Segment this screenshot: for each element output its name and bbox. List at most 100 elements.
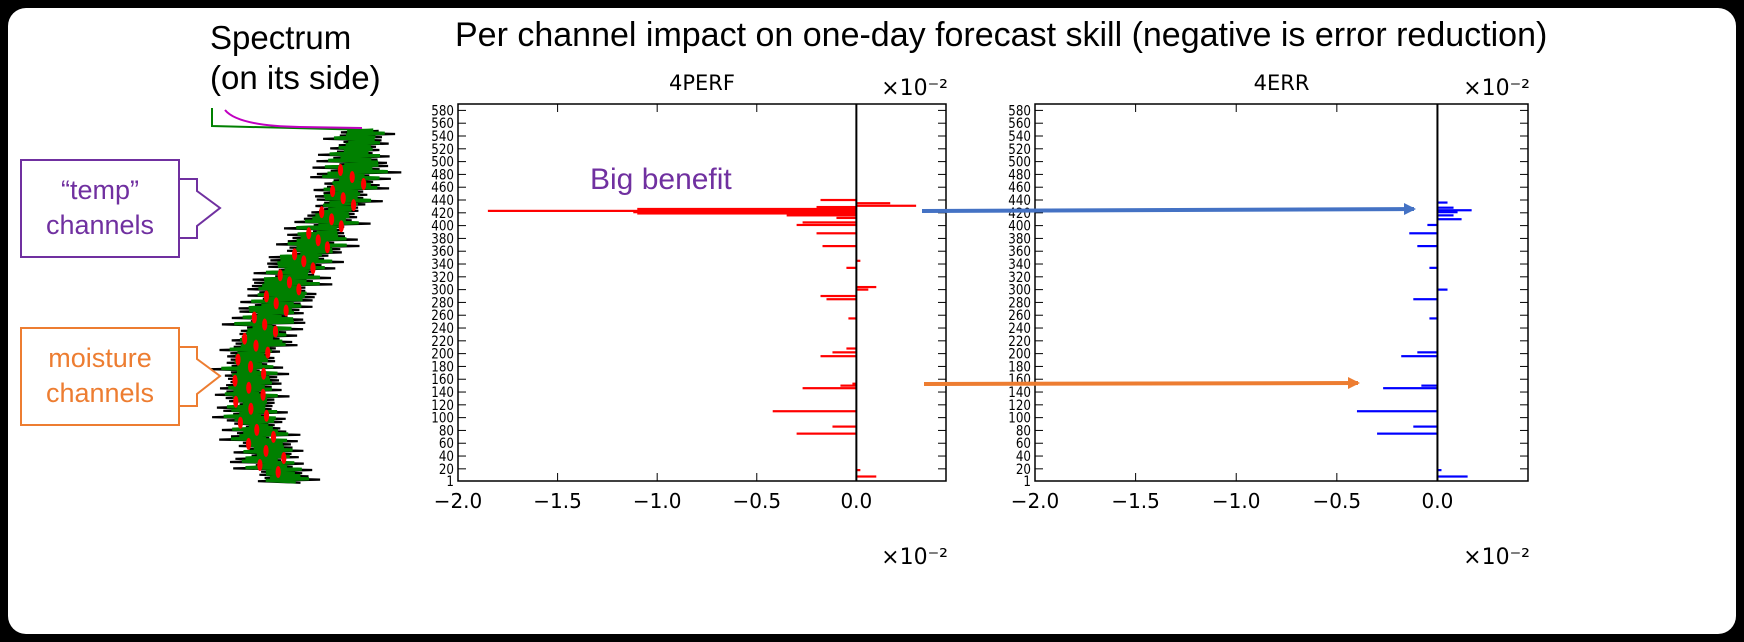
y-tick-label: 300 [431, 283, 454, 299]
bar [856, 475, 877, 478]
y-tick-label: 320 [431, 270, 454, 286]
blue-arrow [921, 203, 1416, 216]
y-tick-label: 240 [431, 321, 454, 337]
spectrum-channel-marker [272, 325, 279, 338]
bar [796, 432, 857, 435]
bar [1437, 206, 1454, 209]
spectrum-trace-green [221, 128, 388, 484]
y-tick-label: 80 [439, 424, 454, 440]
y-tick-label: 40 [1016, 449, 1031, 465]
y-tick-label: 440 [1008, 193, 1031, 209]
y-tick-label: 540 [431, 129, 454, 145]
spectrum-channel-marker [260, 388, 266, 401]
spectrum-channel-marker [361, 178, 367, 190]
spectrum-channel-marker [261, 367, 267, 380]
spectrum-channel-marker [270, 430, 277, 443]
bar [637, 207, 857, 211]
x-tick-label: 0.0 [1422, 489, 1454, 513]
spectrum-title: Spectrum (on its side) [210, 18, 381, 97]
spectrum-top-green [211, 108, 373, 131]
bar [1417, 351, 1438, 354]
spectrum-channel-marker [275, 466, 281, 478]
spectrum-channel-marker [283, 304, 289, 317]
bar [633, 211, 857, 214]
y-tick-label: 480 [1008, 168, 1031, 184]
bar [1437, 475, 1468, 478]
bar [852, 382, 857, 385]
bar [1427, 223, 1438, 227]
bar [487, 209, 857, 212]
x-tick-label: 0.0 [840, 489, 872, 513]
y-tick-label: 480 [431, 168, 454, 184]
spectrum-channel-marker [262, 318, 268, 331]
y-tick-label: 560 [1008, 116, 1031, 132]
main-title: Per channel impact on one-day forecast s… [455, 16, 1548, 54]
moisture-callout-line1: moisture [48, 343, 152, 373]
y-tick-label: 120 [1008, 398, 1031, 414]
spectrum-channel-marker [248, 360, 254, 373]
y-tick-label: 580 [1008, 104, 1031, 120]
orange-arrow [923, 377, 1360, 390]
moisture-channels-callout: moisture channels [20, 327, 180, 426]
bar [1437, 211, 1458, 214]
spectrum-channel-marker [319, 206, 325, 219]
panel-title: 4ERR [1254, 71, 1310, 95]
bar [816, 232, 857, 235]
spectrum-channel-marker [263, 409, 270, 422]
bar [846, 266, 857, 269]
bar [856, 288, 869, 291]
temp-callout-arrow [180, 178, 222, 239]
y-tick-label: 340 [431, 257, 454, 273]
spectrum-top-magenta [224, 109, 363, 129]
panel-title: 4PERF [669, 71, 735, 95]
bar [856, 259, 861, 262]
y-tick-label: 520 [431, 142, 454, 158]
bar [856, 469, 861, 472]
y-tick-label: 460 [431, 180, 454, 196]
bar [1421, 384, 1438, 387]
bar [816, 205, 857, 209]
y-tick-label: 460 [1008, 180, 1031, 196]
spectrum-channel-marker [330, 185, 336, 198]
bar [786, 214, 857, 217]
temp-callout-line2: channels [45, 210, 155, 241]
y-tick-label: 420 [431, 206, 454, 222]
y-tick-label: 500 [431, 155, 454, 171]
spectrum-channel-marker [301, 255, 307, 268]
bar [1429, 266, 1438, 269]
bar [826, 298, 857, 301]
spectrum-channel-marker [242, 332, 248, 345]
scale-factor-top: ×10⁻² [1463, 76, 1530, 101]
spectrum-channel-marker [337, 164, 344, 176]
y-tick-label: 100 [431, 411, 454, 427]
y-tick-label: 20 [439, 462, 454, 478]
y-tick-label: 380 [1008, 232, 1031, 248]
bar [1437, 469, 1442, 472]
y-tick-label: 200 [1008, 347, 1031, 363]
y-tick-label: 320 [1008, 270, 1031, 286]
bar [832, 425, 857, 428]
plot-frame [1034, 103, 1529, 482]
y-tick-label: 400 [431, 219, 454, 235]
y-tick-label: 200 [431, 347, 454, 363]
spectrum-channel-marker [306, 227, 312, 240]
y-tick-label: 140 [431, 385, 454, 401]
spectrum-channel-marker [235, 353, 241, 366]
spectrum-channel-marker [263, 444, 269, 457]
spectrum-channel-marker [310, 262, 316, 275]
spectrum-channel-marker [329, 213, 335, 226]
bar [1437, 201, 1448, 204]
bar [832, 351, 857, 354]
bar [836, 216, 857, 220]
bar [820, 198, 857, 202]
y-tick-label: 60 [1016, 436, 1031, 452]
y-tick-label: 180 [1008, 360, 1031, 376]
spectrum-channel-marker [265, 346, 271, 359]
y-tick-label: 540 [1008, 129, 1031, 145]
bar [1401, 355, 1438, 358]
y-tick-label: 120 [431, 398, 454, 414]
spectrum-channel-marker [292, 248, 298, 261]
spectrum-channel-marker [246, 381, 252, 394]
bar [1413, 298, 1438, 301]
